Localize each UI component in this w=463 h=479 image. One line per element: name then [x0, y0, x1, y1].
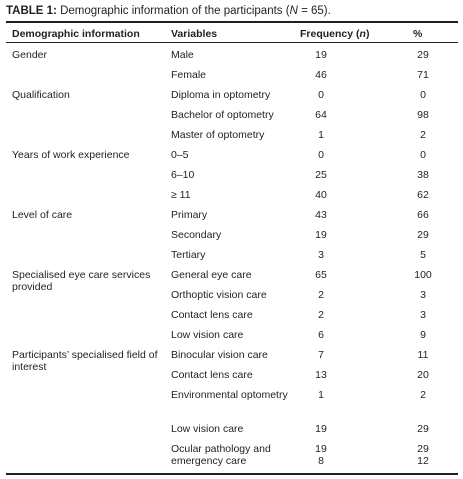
category-cell: Years of work experience	[12, 149, 130, 161]
percent-cell: 29	[417, 423, 429, 435]
frequency-cell: 2	[318, 289, 324, 301]
header-percent: %	[413, 28, 423, 40]
variable-cell: Female	[171, 69, 207, 81]
percent-value: 12	[417, 455, 429, 467]
frequency-cell: 40	[315, 189, 327, 201]
frequency-cell: 46	[315, 69, 327, 81]
table-caption: TABLE 1: Demographic information of the …	[6, 4, 331, 18]
percent-cell: 3	[420, 289, 426, 301]
percent-cell: 98	[417, 109, 429, 121]
percent-cell: 29 12	[404, 443, 442, 467]
frequency-cell: 6	[318, 329, 324, 341]
variable-cell: Male	[171, 49, 194, 61]
percent-cell: 5	[420, 249, 426, 261]
percent-cell: 100	[414, 269, 432, 281]
variable-cell: Secondary	[171, 229, 222, 241]
caption-n-symbol: N	[289, 5, 298, 17]
percent-cell: 29	[417, 49, 429, 61]
frequency-cell: 7	[318, 349, 324, 361]
percent-cell: 9	[420, 329, 426, 341]
variable-cell: General eye care	[171, 269, 252, 281]
variable-cell: Tertiary	[171, 249, 206, 261]
percent-cell: 20	[417, 369, 429, 381]
percent-value: 29	[417, 443, 429, 455]
variable-cell: Environmental optometry	[171, 389, 288, 401]
variable-cell: Master of optometry	[171, 129, 265, 141]
percent-cell: 62	[417, 189, 429, 201]
frequency-cell: 1	[318, 389, 324, 401]
percent-cell: 29	[417, 229, 429, 241]
variable-cell: Binocular vision care	[171, 349, 268, 361]
variable-cell: Contact lens care	[171, 309, 253, 321]
percent-cell: 38	[417, 169, 429, 181]
percent-cell: 66	[417, 209, 429, 221]
frequency-cell: 19 8	[300, 443, 342, 467]
caption-label: TABLE 1:	[6, 5, 57, 17]
variable-cell: Ocular pathology and emergency care	[171, 443, 271, 467]
caption-text-before: Demographic information of the participa…	[56, 5, 290, 17]
percent-cell: 0	[420, 149, 426, 161]
frequency-cell: 19	[315, 49, 327, 61]
percent-cell: 71	[417, 69, 429, 81]
frequency-cell: 25	[315, 169, 327, 181]
header-demographic: Demographic information	[12, 28, 140, 40]
header-frequency-text: Frequency (	[300, 28, 360, 40]
category-cell: Qualification	[12, 89, 70, 101]
category-cell: Specialised eye care services provided	[12, 269, 151, 293]
variable-cell: Contact lens care	[171, 369, 253, 381]
variable-cell: Low vision care	[171, 329, 244, 341]
frequency-cell: 19	[315, 423, 327, 435]
variable-cell: 0–5	[171, 149, 189, 161]
frequency-cell: 3	[318, 249, 324, 261]
header-frequency-symbol: n	[359, 28, 366, 40]
frequency-cell: 64	[315, 109, 327, 121]
percent-cell: 11	[417, 349, 429, 361]
caption-text-after: = 65).	[297, 5, 331, 17]
variable-cell: Low vision care	[171, 423, 244, 435]
category-cell: Participants’ specialised field of inter…	[12, 349, 158, 373]
frequency-cell: 0	[318, 89, 324, 101]
top-rule	[6, 21, 458, 23]
variable-cell: ≥ 11	[171, 189, 191, 201]
category-cell: Level of care	[12, 209, 73, 221]
header-variables: Variables	[171, 28, 218, 40]
percent-cell: 2	[420, 129, 426, 141]
frequency-cell: 13	[315, 369, 327, 381]
bottom-rule	[6, 473, 458, 475]
percent-cell: 0	[420, 89, 426, 101]
percent-cell: 3	[420, 309, 426, 321]
frequency-value: 19	[315, 443, 327, 455]
percent-cell: 2	[420, 389, 426, 401]
variable-cell: Diploma in optometry	[171, 89, 271, 101]
variable-cell: Orthoptic vision care	[171, 289, 267, 301]
header-frequency: Frequency (n)	[300, 28, 369, 40]
frequency-cell: 0	[318, 149, 324, 161]
header-frequency-close: )	[365, 28, 370, 40]
frequency-cell: 19	[315, 229, 327, 241]
frequency-value: 8	[318, 455, 324, 467]
frequency-cell: 43	[315, 209, 327, 221]
category-cell: Gender	[12, 49, 48, 61]
variable-cell: 6–10	[171, 169, 195, 181]
variable-cell: Bachelor of optometry	[171, 109, 274, 121]
frequency-cell: 2	[318, 309, 324, 321]
variable-cell: Primary	[171, 209, 208, 221]
header-rule	[6, 42, 458, 43]
frequency-cell: 65	[315, 269, 327, 281]
frequency-cell: 1	[318, 129, 324, 141]
